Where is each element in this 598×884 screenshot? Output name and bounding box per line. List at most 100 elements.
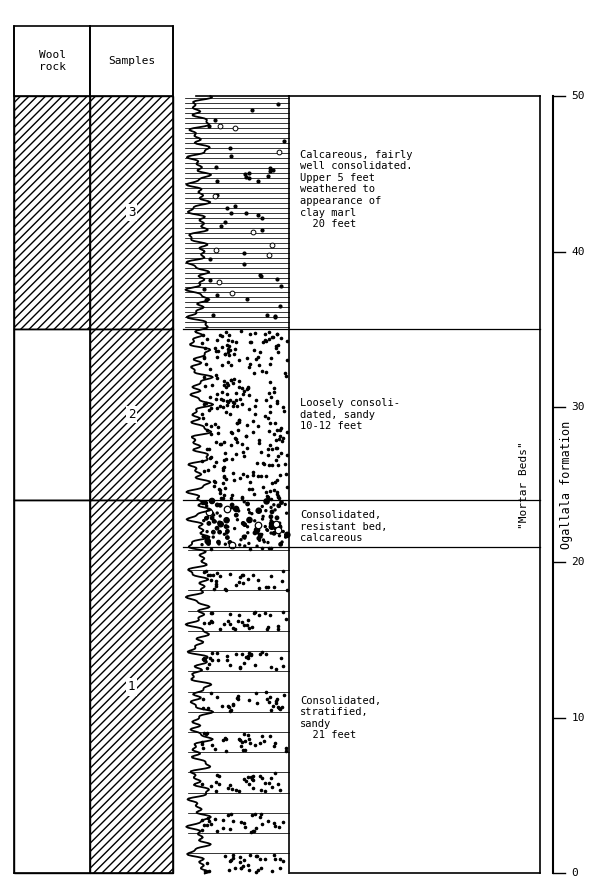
- Point: [215, 515, 224, 530]
- Point: [266, 771, 276, 785]
- Point: [238, 445, 248, 459]
- Point: [245, 645, 254, 659]
- Point: [260, 327, 270, 341]
- Point: [282, 448, 291, 462]
- Point: [197, 336, 206, 350]
- Point: [253, 573, 263, 587]
- Point: [282, 334, 292, 348]
- Point: [249, 774, 258, 788]
- Point: [261, 485, 271, 499]
- Point: [271, 475, 280, 489]
- Point: [282, 583, 291, 597]
- Point: [198, 741, 208, 755]
- Point: [221, 537, 230, 552]
- Point: [199, 651, 209, 665]
- Point: [247, 507, 257, 521]
- Point: [241, 650, 251, 664]
- Point: [213, 653, 223, 667]
- Point: [227, 149, 236, 163]
- Point: [271, 453, 280, 468]
- Polygon shape: [187, 500, 289, 547]
- Point: [199, 615, 209, 629]
- Point: [212, 455, 221, 469]
- Point: [276, 446, 286, 460]
- Point: [213, 420, 223, 434]
- Point: [273, 490, 283, 504]
- Point: [257, 363, 267, 377]
- Point: [274, 431, 283, 446]
- Point: [200, 370, 209, 385]
- Point: [207, 738, 216, 752]
- Point: [236, 734, 245, 748]
- Bar: [90, 500, 173, 873]
- Point: [237, 491, 247, 505]
- Point: [221, 325, 230, 339]
- Point: [262, 489, 271, 503]
- Point: [200, 864, 210, 878]
- Point: [277, 433, 286, 447]
- Point: [216, 437, 226, 451]
- Point: [251, 393, 261, 408]
- Point: [221, 583, 231, 597]
- Point: [245, 848, 255, 862]
- Point: [276, 331, 286, 345]
- Point: [266, 405, 275, 419]
- Point: [233, 513, 242, 527]
- Point: [231, 432, 241, 446]
- Point: [215, 499, 225, 513]
- Point: [271, 394, 281, 408]
- Point: [246, 825, 255, 839]
- Point: [246, 647, 255, 661]
- Point: [272, 423, 282, 438]
- Point: [274, 145, 284, 159]
- Point: [239, 576, 248, 591]
- Point: [239, 772, 249, 786]
- Point: [228, 698, 237, 713]
- Point: [218, 358, 227, 372]
- Point: [225, 141, 235, 155]
- Bar: [90, 329, 173, 500]
- Point: [198, 328, 208, 342]
- Point: [240, 539, 249, 553]
- Point: [222, 387, 232, 401]
- Point: [252, 456, 262, 470]
- Point: [280, 366, 290, 380]
- Point: [272, 484, 282, 499]
- Point: [246, 327, 255, 341]
- Point: [273, 448, 283, 462]
- Point: [277, 495, 286, 509]
- Point: [224, 332, 233, 347]
- Point: [270, 415, 279, 430]
- Point: [202, 727, 211, 741]
- Point: [263, 410, 273, 424]
- Point: [264, 332, 274, 346]
- Point: [226, 358, 236, 372]
- Point: [212, 521, 222, 535]
- Point: [242, 441, 252, 455]
- Point: [237, 735, 246, 750]
- Point: [275, 516, 285, 530]
- Point: [270, 580, 279, 594]
- Point: [260, 776, 270, 790]
- Point: [250, 738, 260, 752]
- Point: [274, 529, 284, 543]
- Point: [270, 766, 280, 781]
- Point: [263, 622, 272, 636]
- Point: [267, 514, 276, 528]
- Point: [276, 429, 285, 443]
- Point: [230, 347, 239, 362]
- Point: [266, 541, 276, 555]
- Point: [225, 700, 234, 714]
- Text: 3: 3: [128, 206, 135, 219]
- Point: [202, 511, 211, 525]
- Point: [270, 851, 279, 865]
- Point: [243, 381, 252, 395]
- Point: [220, 347, 230, 362]
- Point: [236, 661, 245, 675]
- Point: [210, 514, 220, 529]
- Point: [281, 530, 291, 545]
- Point: [237, 397, 246, 411]
- Point: [207, 494, 216, 508]
- Point: [275, 423, 285, 437]
- Point: [220, 849, 230, 863]
